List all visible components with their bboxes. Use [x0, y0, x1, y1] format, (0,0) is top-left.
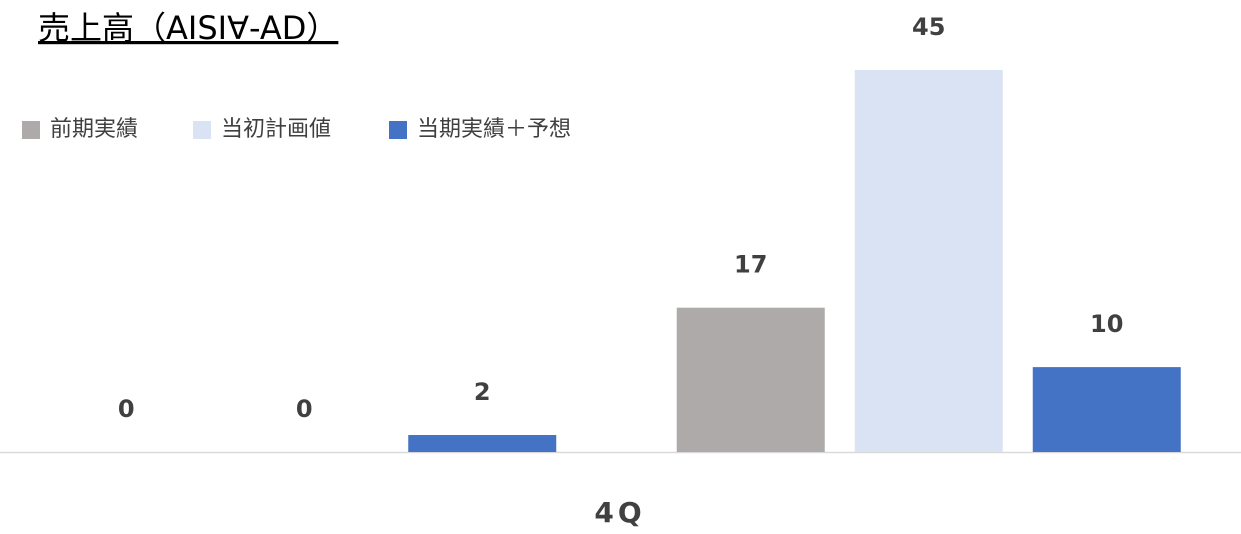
- legend-swatch: [389, 121, 407, 139]
- data-label: 2: [474, 378, 491, 406]
- legend-label: 前期実績: [50, 117, 138, 142]
- data-label: 45: [912, 13, 945, 41]
- bar: [854, 70, 1003, 452]
- data-label: 0: [118, 395, 135, 423]
- data-label: 17: [734, 251, 767, 279]
- x-axis-label: 4Q: [594, 496, 645, 529]
- bar: [408, 435, 557, 452]
- bar: [676, 307, 825, 452]
- chart-title: 売上高（AISI∀-AD）: [38, 9, 338, 47]
- data-label: 0: [296, 395, 313, 423]
- legend-label: 当期実績＋予想: [417, 117, 571, 142]
- data-label: 10: [1090, 310, 1123, 338]
- legend-label: 当初計画値: [221, 117, 331, 142]
- legend-swatch: [22, 121, 40, 139]
- bar: [1032, 367, 1181, 452]
- legend-swatch: [193, 121, 211, 139]
